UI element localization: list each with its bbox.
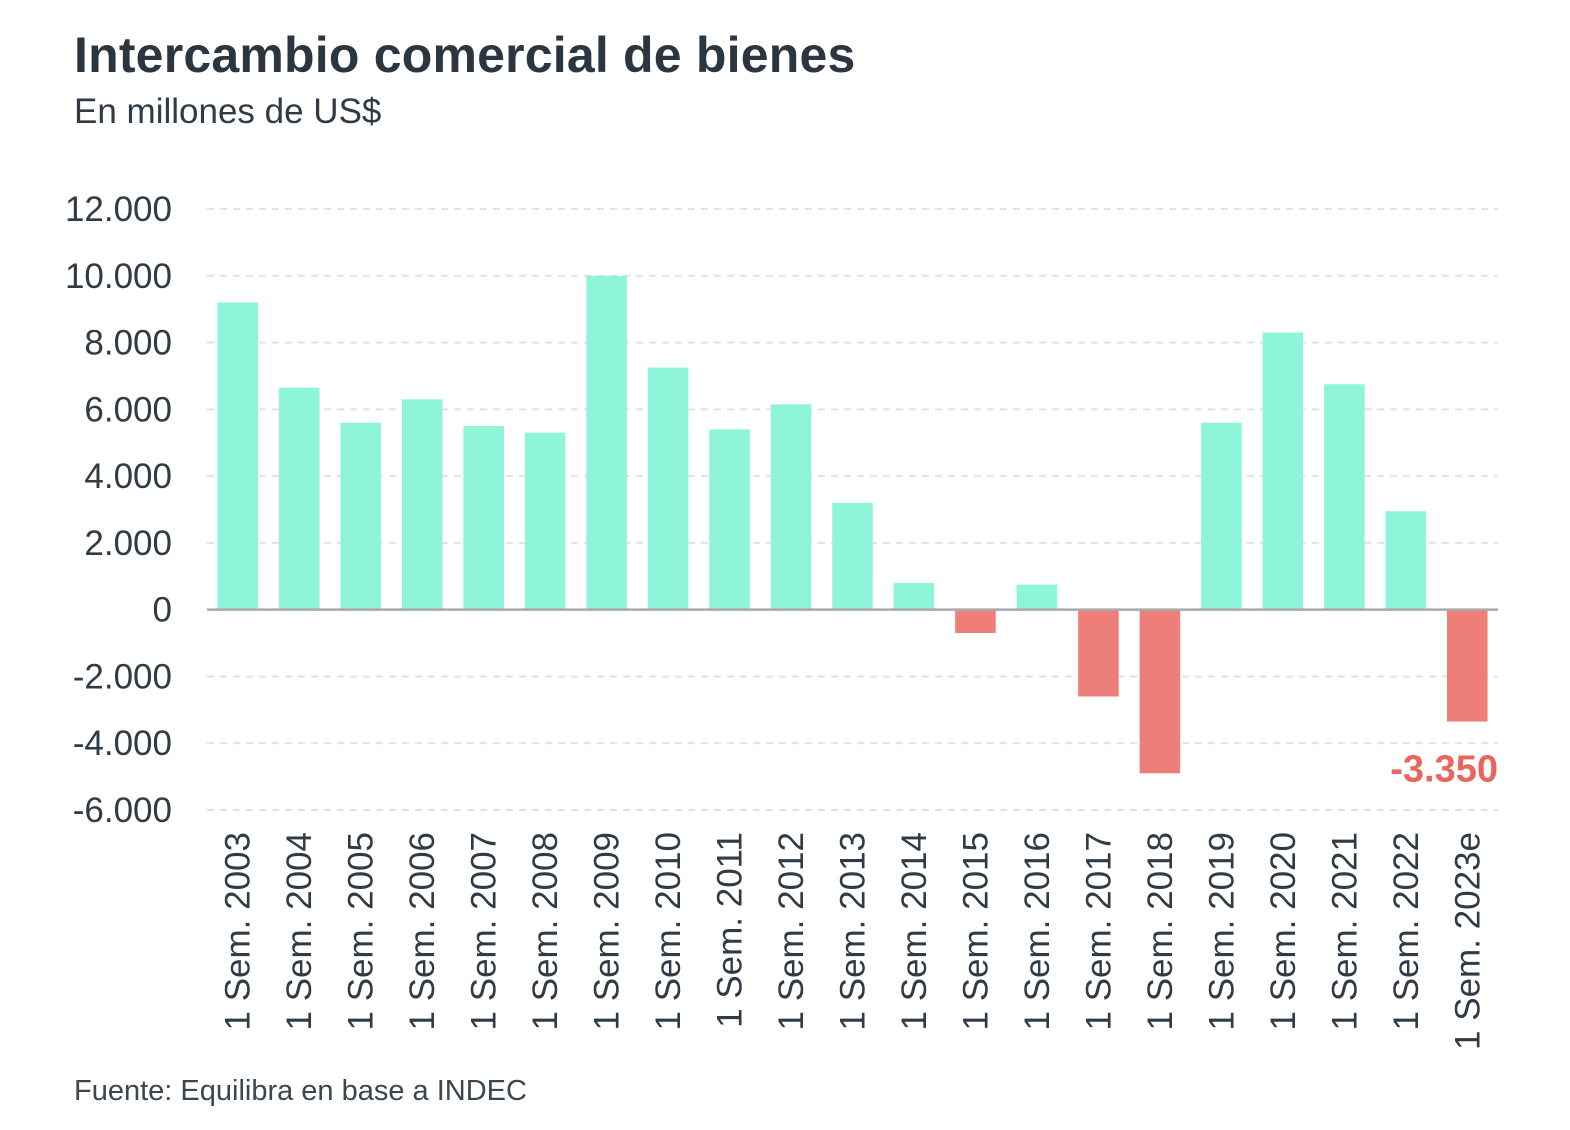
x-tick-label: 1 Sem. 2006 <box>403 832 442 1030</box>
bar <box>278 387 320 610</box>
x-axis-tick-labels: 1 Sem. 2003 1 Sem. 2004 1 Sem. 2005 1 Sem. … <box>219 832 1488 1050</box>
x-tick-label: 1 Sem. 2020 <box>1264 832 1303 1030</box>
bar <box>340 422 381 610</box>
x-tick-label: 1 Sem. 2014 <box>895 832 934 1030</box>
bar <box>770 404 812 610</box>
x-tick-label: 1 Sem. 2016 <box>1018 832 1057 1030</box>
y-tick-label: 0 <box>153 591 172 630</box>
bar <box>1016 584 1058 610</box>
bar <box>217 302 259 610</box>
data-label: -3.350 <box>1390 749 1498 791</box>
x-tick-label: 1 Sem. 2010 <box>649 832 688 1030</box>
bar <box>524 432 566 610</box>
x-tick-label: 1 Sem. 2023e <box>1448 832 1487 1050</box>
y-tick-label: -6.000 <box>73 791 172 830</box>
bar <box>1385 511 1427 610</box>
x-tick-label: 1 Sem. 2004 <box>280 832 319 1030</box>
bar <box>401 399 443 610</box>
x-tick-label: 1 Sem. 2007 <box>465 832 504 1030</box>
y-tick-label: 12.000 <box>65 190 172 229</box>
bar <box>832 502 873 610</box>
bar <box>1139 609 1181 774</box>
bar <box>709 429 750 610</box>
x-tick-label: 1 Sem. 2005 <box>342 832 381 1030</box>
y-tick-label: -4.000 <box>73 724 172 763</box>
x-tick-label: 1 Sem. 2008 <box>526 832 565 1030</box>
x-tick-label: 1 Sem. 2012 <box>772 832 811 1030</box>
bar <box>893 582 935 610</box>
bar <box>586 275 627 610</box>
y-tick-label: 2.000 <box>84 524 172 563</box>
bar <box>1262 332 1304 610</box>
y-tick-label: 10.000 <box>65 257 172 296</box>
y-tick-label: -2.000 <box>73 657 172 696</box>
bar <box>463 426 504 610</box>
x-tick-label: 1 Sem. 2013 <box>834 832 873 1030</box>
bar <box>1078 609 1119 697</box>
x-tick-label: 1 Sem. 2021 <box>1325 832 1364 1030</box>
x-tick-label: 1 Sem. 2015 <box>956 832 995 1030</box>
x-tick-label: 1 Sem. 2018 <box>1141 832 1180 1030</box>
chart-title: Intercambio comercial de bienes <box>74 27 856 83</box>
bar <box>1446 609 1488 722</box>
x-tick-label: 1 Sem. 2011 <box>711 832 750 1028</box>
y-tick-label: 4.000 <box>84 457 172 496</box>
bar <box>1324 384 1365 610</box>
x-tick-label: 1 Sem. 2003 <box>219 832 258 1030</box>
y-tick-label: 6.000 <box>84 390 172 429</box>
y-axis-tick-labels: 12.000 10.000 8.000 6.000 4.000 2.000 0 -2.000 -… <box>65 190 172 830</box>
x-tick-label: 1 Sem. 2022 <box>1387 832 1426 1030</box>
y-tick-label: 8.000 <box>84 324 172 363</box>
bar <box>955 609 996 634</box>
x-tick-label: 1 Sem. 2017 <box>1079 832 1118 1030</box>
bar <box>647 367 689 610</box>
chart-subtitle: En millones de US$ <box>74 92 382 131</box>
bars <box>217 275 1488 774</box>
annotations: -3.350 <box>1390 749 1498 791</box>
x-tick-label: 1 Sem. 2019 <box>1202 832 1241 1030</box>
source-note: Fuente: Equilibra en base a INDEC <box>74 1075 527 1107</box>
bar <box>1201 422 1242 610</box>
x-tick-label: 1 Sem. 2009 <box>588 832 627 1030</box>
